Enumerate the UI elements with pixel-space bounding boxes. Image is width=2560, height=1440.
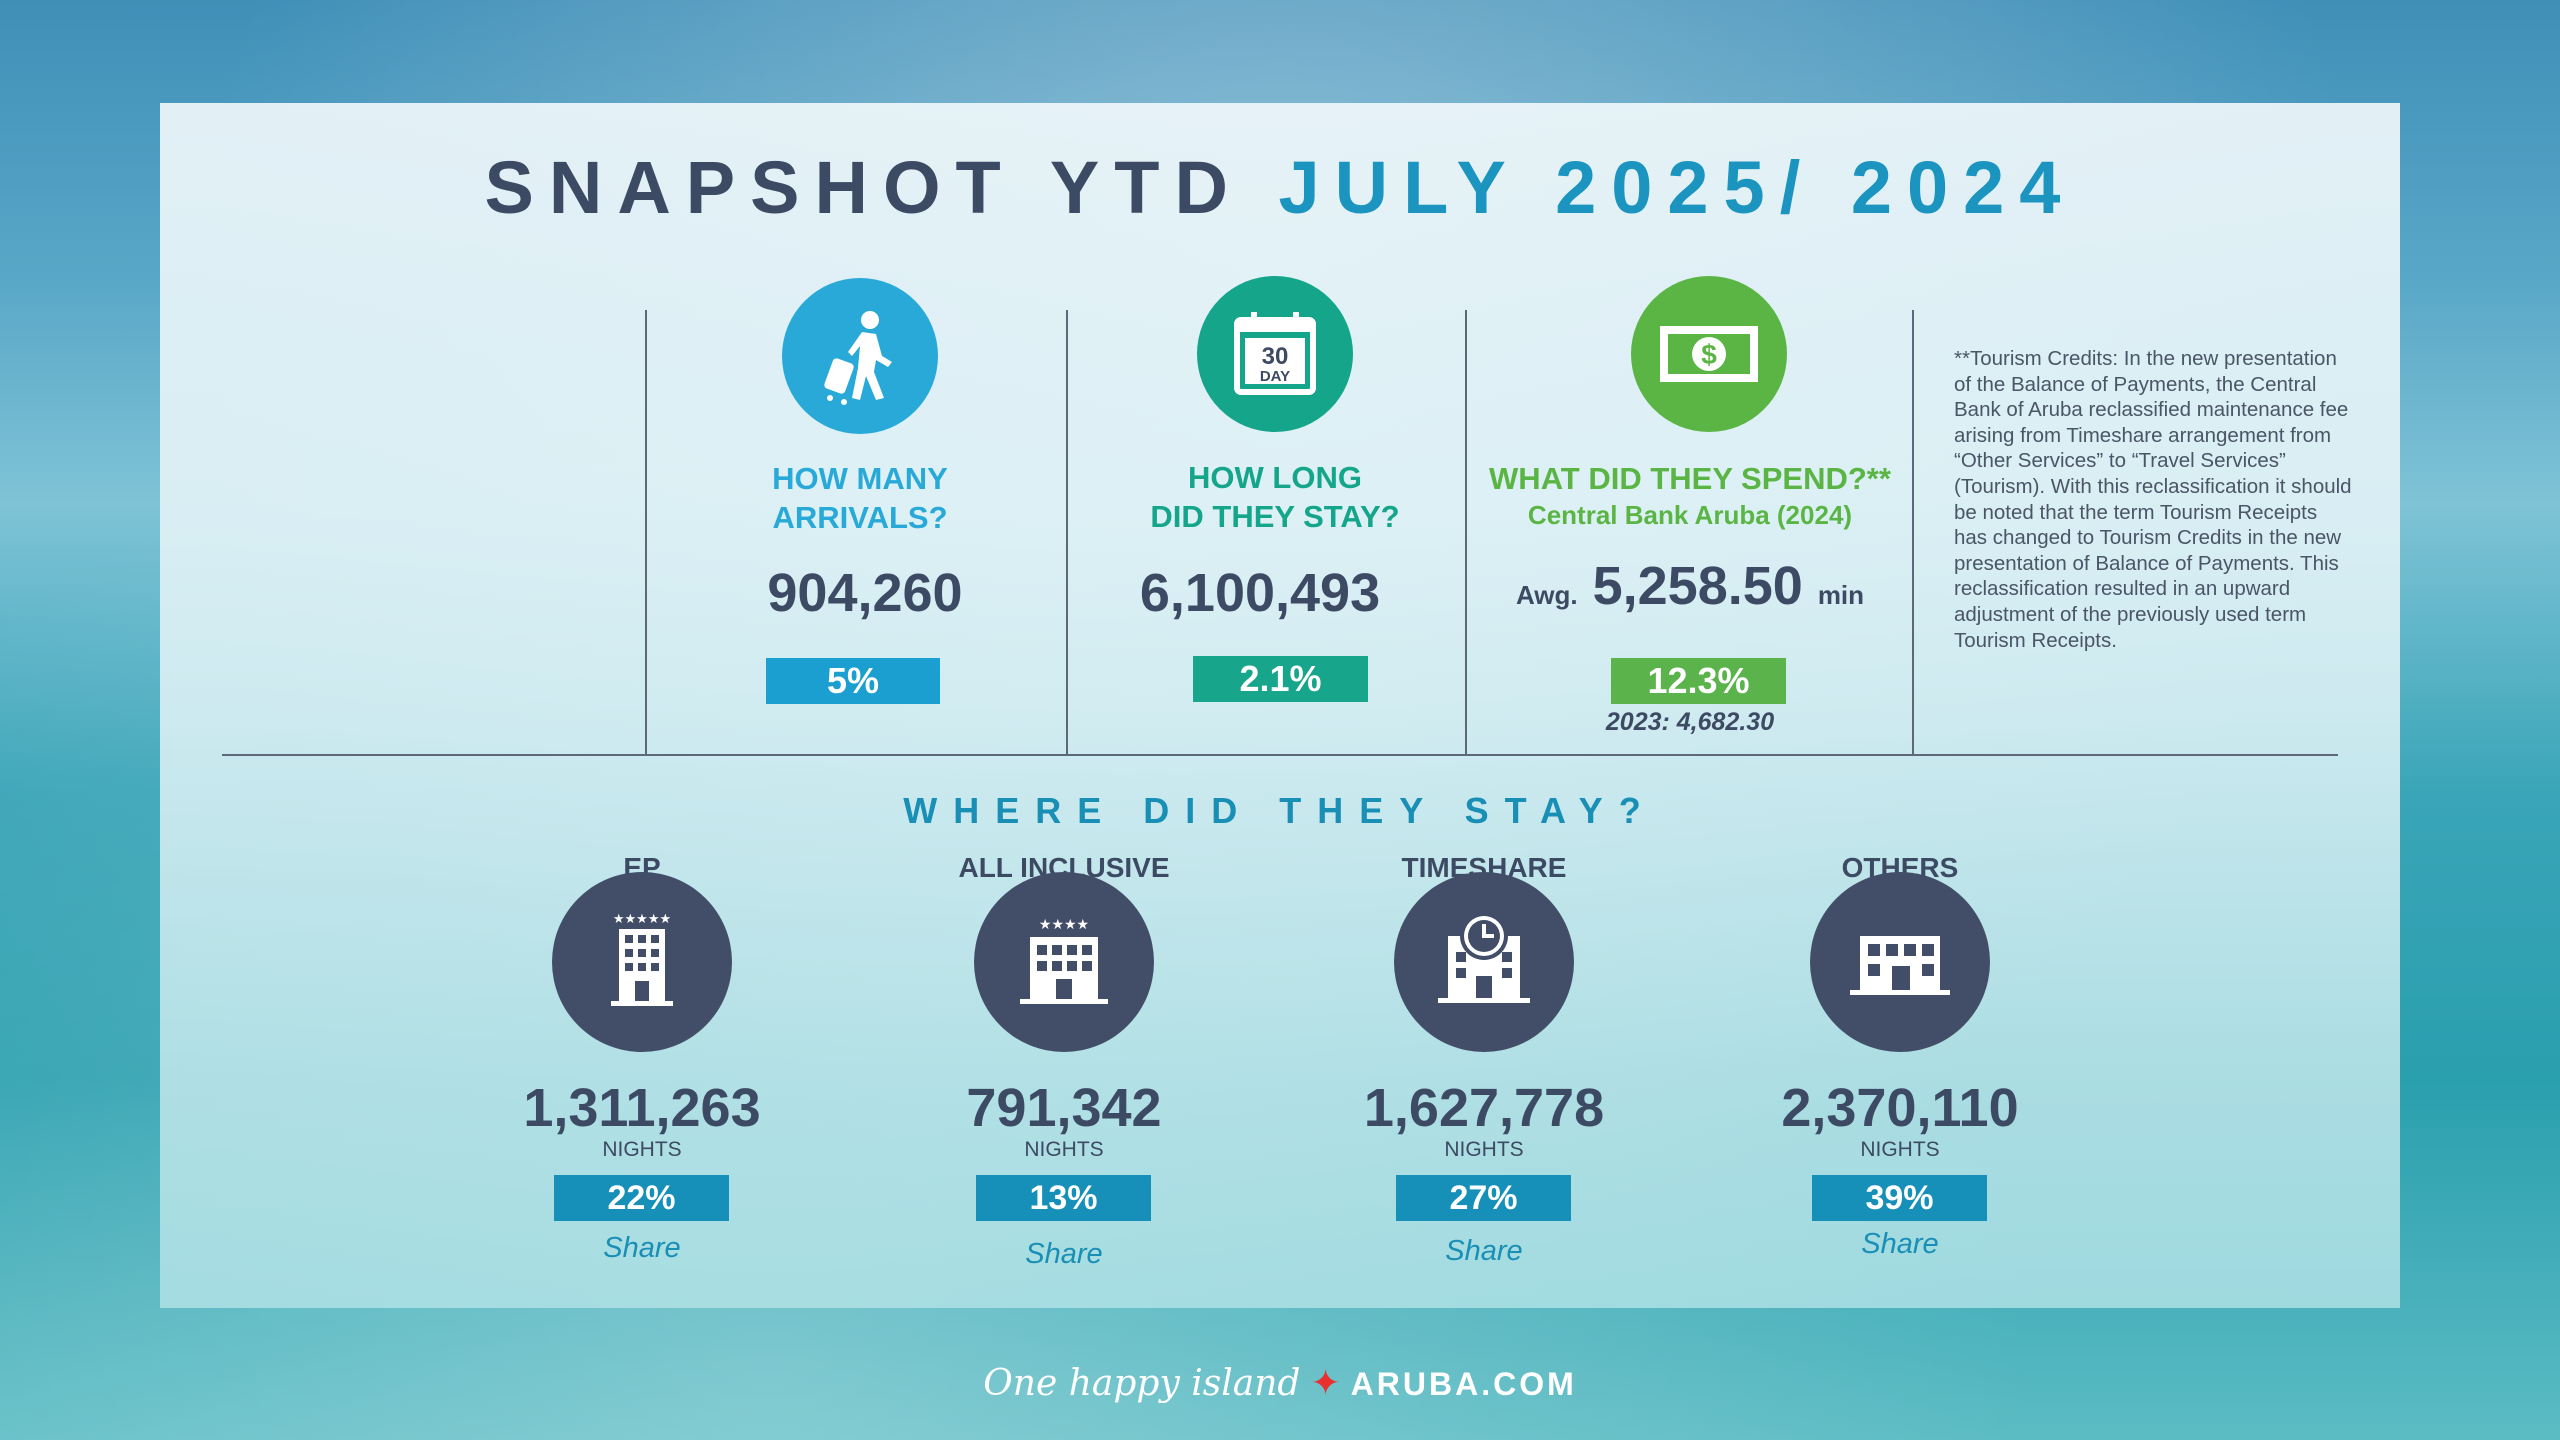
- compass-star-icon: ✦: [1310, 1362, 1341, 1403]
- share-badge: 22%: [554, 1175, 729, 1221]
- aruba-site-link[interactable]: ARUBA.COM: [1350, 1366, 1577, 1402]
- slogan: One happy island: [983, 1363, 1301, 1404]
- share-badge: 27%: [1396, 1175, 1571, 1221]
- divider: [1465, 310, 1467, 754]
- spend-value-row: Awg. 5,258.50 min: [1515, 556, 1865, 616]
- svg-text:★★★★★: ★★★★★: [613, 911, 671, 926]
- calendar-30-day-icon: 30 DAY: [1197, 276, 1353, 432]
- section-divider: [222, 754, 2338, 756]
- spend-previous-year: 2023: 4,682.30: [1605, 708, 1775, 736]
- arrivals-change-badge: 5%: [766, 658, 940, 704]
- arrivals-heading: HOW MANY ARRIVALS?: [772, 461, 948, 535]
- title-prefix: SNAPSHOT YTD: [484, 146, 1243, 229]
- building-icon: [1810, 872, 1990, 1052]
- page-title: SNAPSHOT YTD JULY 2025/ 2024: [0, 145, 2560, 230]
- hotel-5-star-icon: ★★★★★: [552, 872, 732, 1052]
- svg-text:30: 30: [1262, 343, 1289, 370]
- divider: [1066, 310, 1068, 754]
- title-period: JULY 2025/ 2024: [1278, 146, 2076, 229]
- traveler-luggage-icon: [782, 278, 938, 434]
- divider: [645, 310, 647, 754]
- where-stay-heading: WHERE DID THEY STAY?: [903, 790, 1657, 831]
- share-badge: 39%: [1812, 1175, 1987, 1221]
- stay-change-badge: 2.1%: [1193, 656, 1368, 702]
- arrivals-value: 904,260: [767, 563, 963, 623]
- aruba-logo-footer: One happy island ✦ ARUBA.COM: [0, 1362, 2560, 1404]
- stay-heading: HOW LONG DID THEY STAY?: [1150, 460, 1400, 534]
- share-badge: 13%: [976, 1175, 1151, 1221]
- svg-text:DAY: DAY: [1260, 368, 1290, 385]
- hotel-4-star-icon: ★★★★: [974, 872, 1154, 1052]
- svg-text:$: $: [1701, 339, 1717, 370]
- stay-value: 6,100,493: [1139, 563, 1381, 623]
- svg-text:★★★★: ★★★★: [1039, 916, 1089, 932]
- hotel-clock-icon: [1394, 872, 1574, 1052]
- spend-heading: WHAT DID THEY SPEND?** Central Bank Aruba…: [1489, 461, 1891, 530]
- divider: [1912, 310, 1914, 754]
- tourism-credits-footnote: **Tourism Credits: In the new presentati…: [1954, 347, 2352, 652]
- dollar-bill-icon: $: [1631, 276, 1787, 432]
- spend-change-badge: 12.3%: [1611, 658, 1786, 704]
